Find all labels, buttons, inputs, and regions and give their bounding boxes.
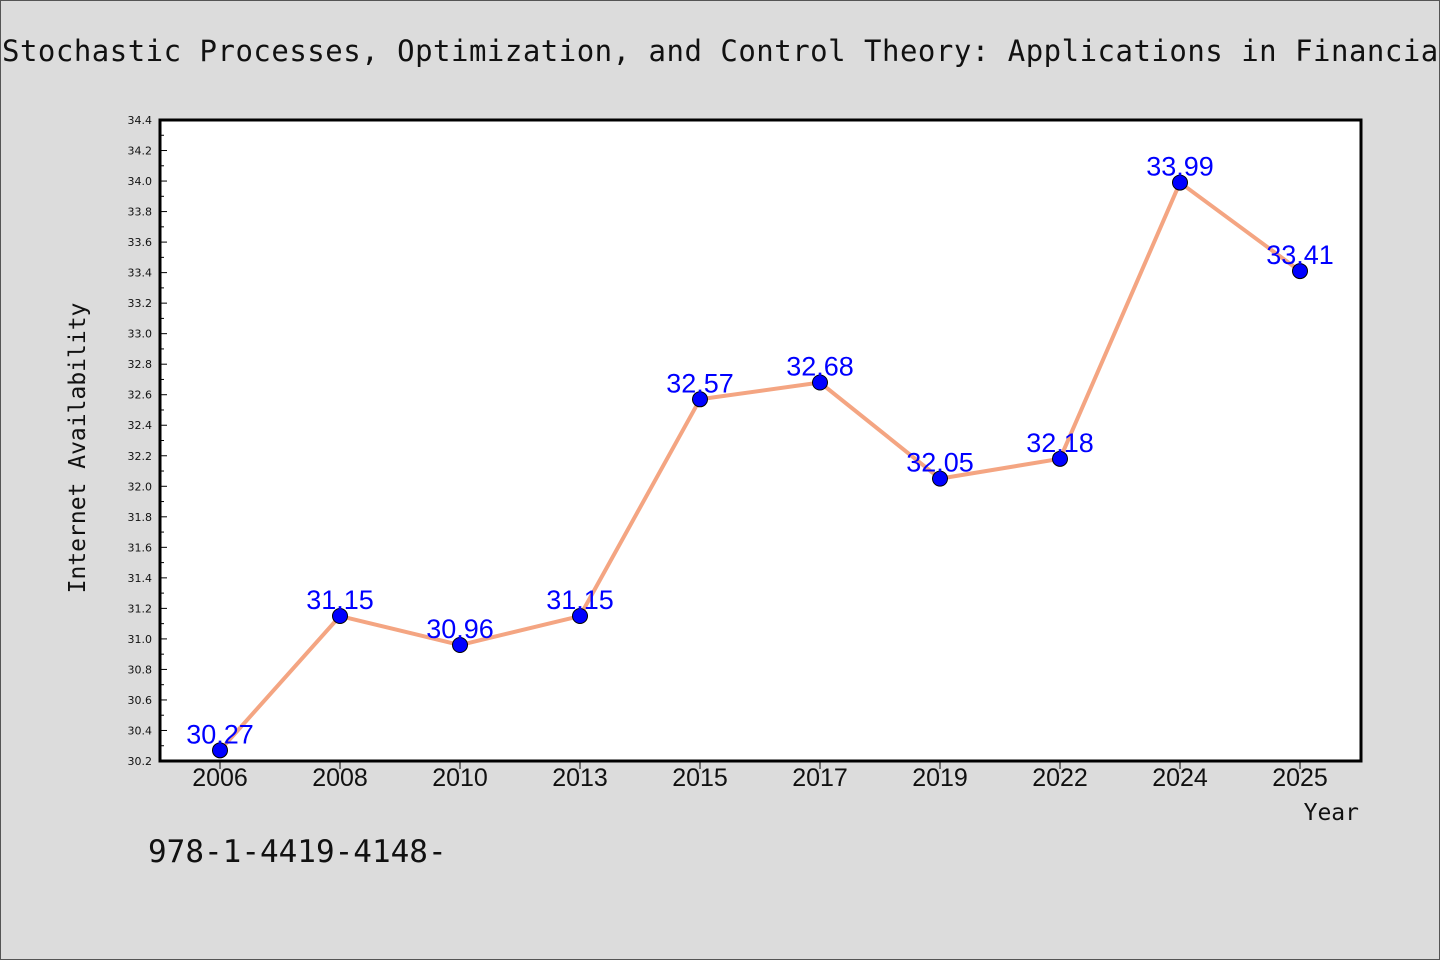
data-point (572, 608, 588, 625)
x-axis-label: Year (1304, 800, 1359, 826)
data-label: 31.15 (306, 585, 374, 615)
y-tick-label: 32.2 (128, 450, 153, 463)
data-markers (212, 174, 1308, 759)
data-label: 32.18 (1026, 428, 1094, 458)
y-axis-label: Internet Availability (65, 303, 91, 594)
data-point (1292, 263, 1308, 280)
y-tick-label: 30.2 (128, 755, 153, 768)
data-label: 31.15 (546, 585, 614, 615)
x-tick-label: 2006 (192, 764, 248, 792)
series-line (218, 180, 1302, 752)
y-tick-label: 31.2 (128, 602, 153, 615)
y-tick-label: 31.4 (128, 572, 153, 585)
y-tick-label: 31.8 (128, 511, 153, 524)
x-tick-label: 2013 (552, 764, 608, 792)
y-tick-label: 30.4 (128, 724, 153, 737)
x-tick-label: 2015 (672, 764, 728, 792)
chart-title: Stochastic Processes, Optimization, and … (2, 34, 1438, 68)
data-label: 32.68 (786, 352, 854, 382)
data-point (1052, 450, 1068, 467)
isbn-text: 978-1-4419-4148- (148, 834, 447, 870)
data-label: 32.05 (906, 448, 974, 478)
data-label: 33.99 (1146, 152, 1214, 182)
y-tick-label: 33.4 (128, 267, 153, 280)
y-tick-label: 34.4 (128, 114, 153, 127)
x-tick-label: 2024 (1152, 764, 1208, 792)
x-axis: 2006 2008 2010 2013 2015 2017 2019 2022 2024 2025 (192, 761, 1328, 792)
data-label: 33.41 (1266, 240, 1334, 270)
y-tick-label: 33.6 (128, 236, 153, 249)
x-tick-label: 2010 (432, 764, 488, 792)
y-tick-label: 32.6 (128, 389, 153, 402)
y-tick-label: 31.6 (128, 541, 153, 554)
data-point (812, 374, 828, 391)
data-point (1172, 174, 1188, 191)
data-point (212, 742, 228, 759)
data-label: 30.96 (426, 614, 494, 644)
data-labels: 30.27 31.15 30.96 31.15 32.57 32.68 32.05 32.18… (186, 152, 1334, 750)
x-tick-label: 2019 (912, 764, 968, 792)
y-tick-label: 30.6 (128, 694, 153, 707)
y-axis: 30.2 30.4 30.6 30.8 31.0 31.2 31.4 31.6 31.8 32.0… (128, 114, 167, 768)
plot-border (158, 118, 1363, 763)
y-tick-label: 32.0 (128, 480, 153, 493)
data-label: 30.27 (186, 719, 254, 749)
data-point (932, 470, 948, 487)
x-tick-label: 2017 (792, 764, 848, 792)
data-point (452, 637, 468, 654)
data-label: 32.57 (666, 368, 734, 398)
x-tick-label: 2025 (1272, 764, 1328, 792)
y-tick-label: 34.0 (128, 175, 153, 188)
y-tick-label: 33.0 (128, 328, 153, 341)
y-tick-label: 33.2 (128, 297, 153, 310)
data-point (332, 608, 348, 625)
x-tick-label: 2008 (312, 764, 368, 792)
data-point (692, 391, 708, 408)
x-tick-label: 2022 (1032, 764, 1088, 792)
y-tick-label: 32.8 (128, 358, 153, 371)
y-tick-label: 32.4 (128, 419, 153, 432)
y-tick-label: 30.8 (128, 663, 153, 676)
y-tick-label: 31.0 (128, 633, 153, 646)
plot-area (160, 120, 1361, 761)
y-tick-label: 34.2 (128, 145, 153, 158)
y-tick-label: 33.8 (128, 206, 153, 219)
